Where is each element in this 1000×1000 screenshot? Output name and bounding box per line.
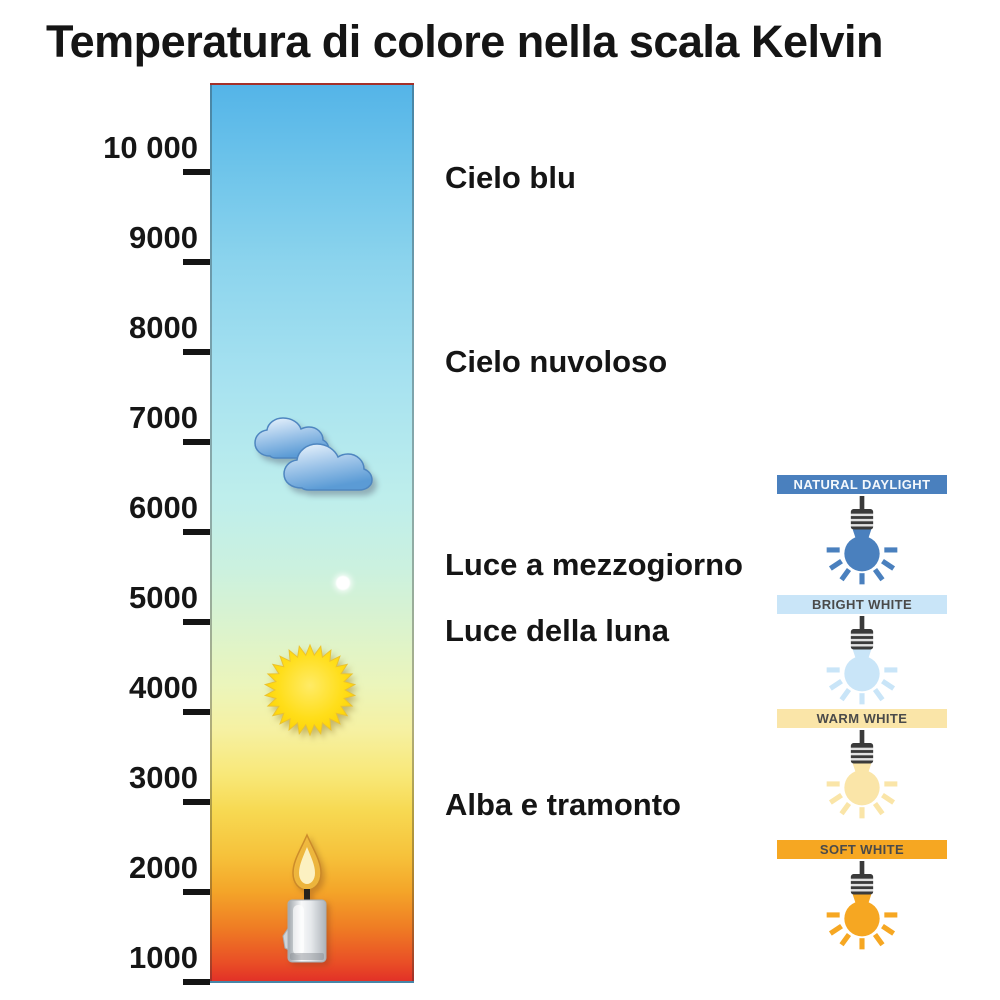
kelvin-tick-label: 10 000 xyxy=(103,130,198,165)
kelvin-tick-row: 6000 xyxy=(60,490,210,535)
kelvin-tick-label: 3000 xyxy=(129,760,198,795)
kelvin-tick-label: 1000 xyxy=(129,940,198,975)
kelvin-tick-row: 9000 xyxy=(60,220,210,265)
candle-icon xyxy=(282,833,327,963)
kelvin-tick-label: 5000 xyxy=(129,580,198,615)
bulb-banner: BRIGHT WHITE xyxy=(777,595,947,614)
kelvin-tick-row: 3000 xyxy=(60,760,210,805)
bulb-icon xyxy=(826,616,898,705)
label-luce-della-luna: Luce della luna xyxy=(445,613,669,648)
kelvin-tick-mark xyxy=(183,529,210,535)
kelvin-tick-label: 6000 xyxy=(129,490,198,525)
label-luce-a-mezzogiorno: Luce a mezzogiorno xyxy=(445,547,743,582)
kelvin-tick-row: 4000 xyxy=(60,670,210,715)
kelvin-tick-label: 9000 xyxy=(129,220,198,255)
bulb-card-natural-daylight: NATURAL DAYLIGHT xyxy=(777,475,947,589)
bulb-icon xyxy=(826,496,898,585)
bulb-icon xyxy=(826,730,898,819)
bulb-card-warm-white: WARM WHITE xyxy=(777,709,947,823)
bulb-banner: SOFT WHITE xyxy=(777,840,947,859)
moon-icon xyxy=(336,576,350,590)
label-cielo-blu: Cielo blu xyxy=(445,160,576,195)
kelvin-tick-mark xyxy=(183,349,210,355)
kelvin-tick-mark xyxy=(183,439,210,445)
label-cielo-nuvoloso: Cielo nuvoloso xyxy=(445,344,668,379)
kelvin-tick-row: 7000 xyxy=(60,400,210,445)
bulb-card-soft-white: SOFT WHITE xyxy=(777,840,947,954)
kelvin-tick-mark xyxy=(183,889,210,895)
kelvin-tick-mark xyxy=(183,799,210,805)
kelvin-gradient-bar xyxy=(210,83,414,983)
bulb-banner: WARM WHITE xyxy=(777,709,947,728)
bulb-card-bright-white: BRIGHT WHITE xyxy=(777,595,947,709)
page-title: Temperatura di colore nella scala Kelvin xyxy=(46,16,884,67)
kelvin-tick-row: 2000 xyxy=(60,850,210,895)
bulb-icon xyxy=(826,861,898,950)
kelvin-tick-mark xyxy=(183,979,210,985)
kelvin-tick-mark xyxy=(183,259,210,265)
kelvin-tick-mark xyxy=(183,709,210,715)
clouds-icon xyxy=(254,417,373,491)
kelvin-tick-label: 4000 xyxy=(129,670,198,705)
bulb-banner: NATURAL DAYLIGHT xyxy=(777,475,947,494)
kelvin-tick-row: 8000 xyxy=(60,310,210,355)
kelvin-tick-label: 8000 xyxy=(129,310,198,345)
sun-icon xyxy=(263,643,357,737)
kelvin-tick-row: 1000 xyxy=(60,940,210,985)
kelvin-tick-mark xyxy=(183,169,210,175)
kelvin-tick-row: 10 000 xyxy=(60,130,210,175)
kelvin-tick-label: 2000 xyxy=(129,850,198,885)
kelvin-tick-mark xyxy=(183,619,210,625)
kelvin-tick-label: 7000 xyxy=(129,400,198,435)
label-alba-e-tramonto: Alba e tramonto xyxy=(445,787,681,822)
kelvin-tick-row: 5000 xyxy=(60,580,210,625)
